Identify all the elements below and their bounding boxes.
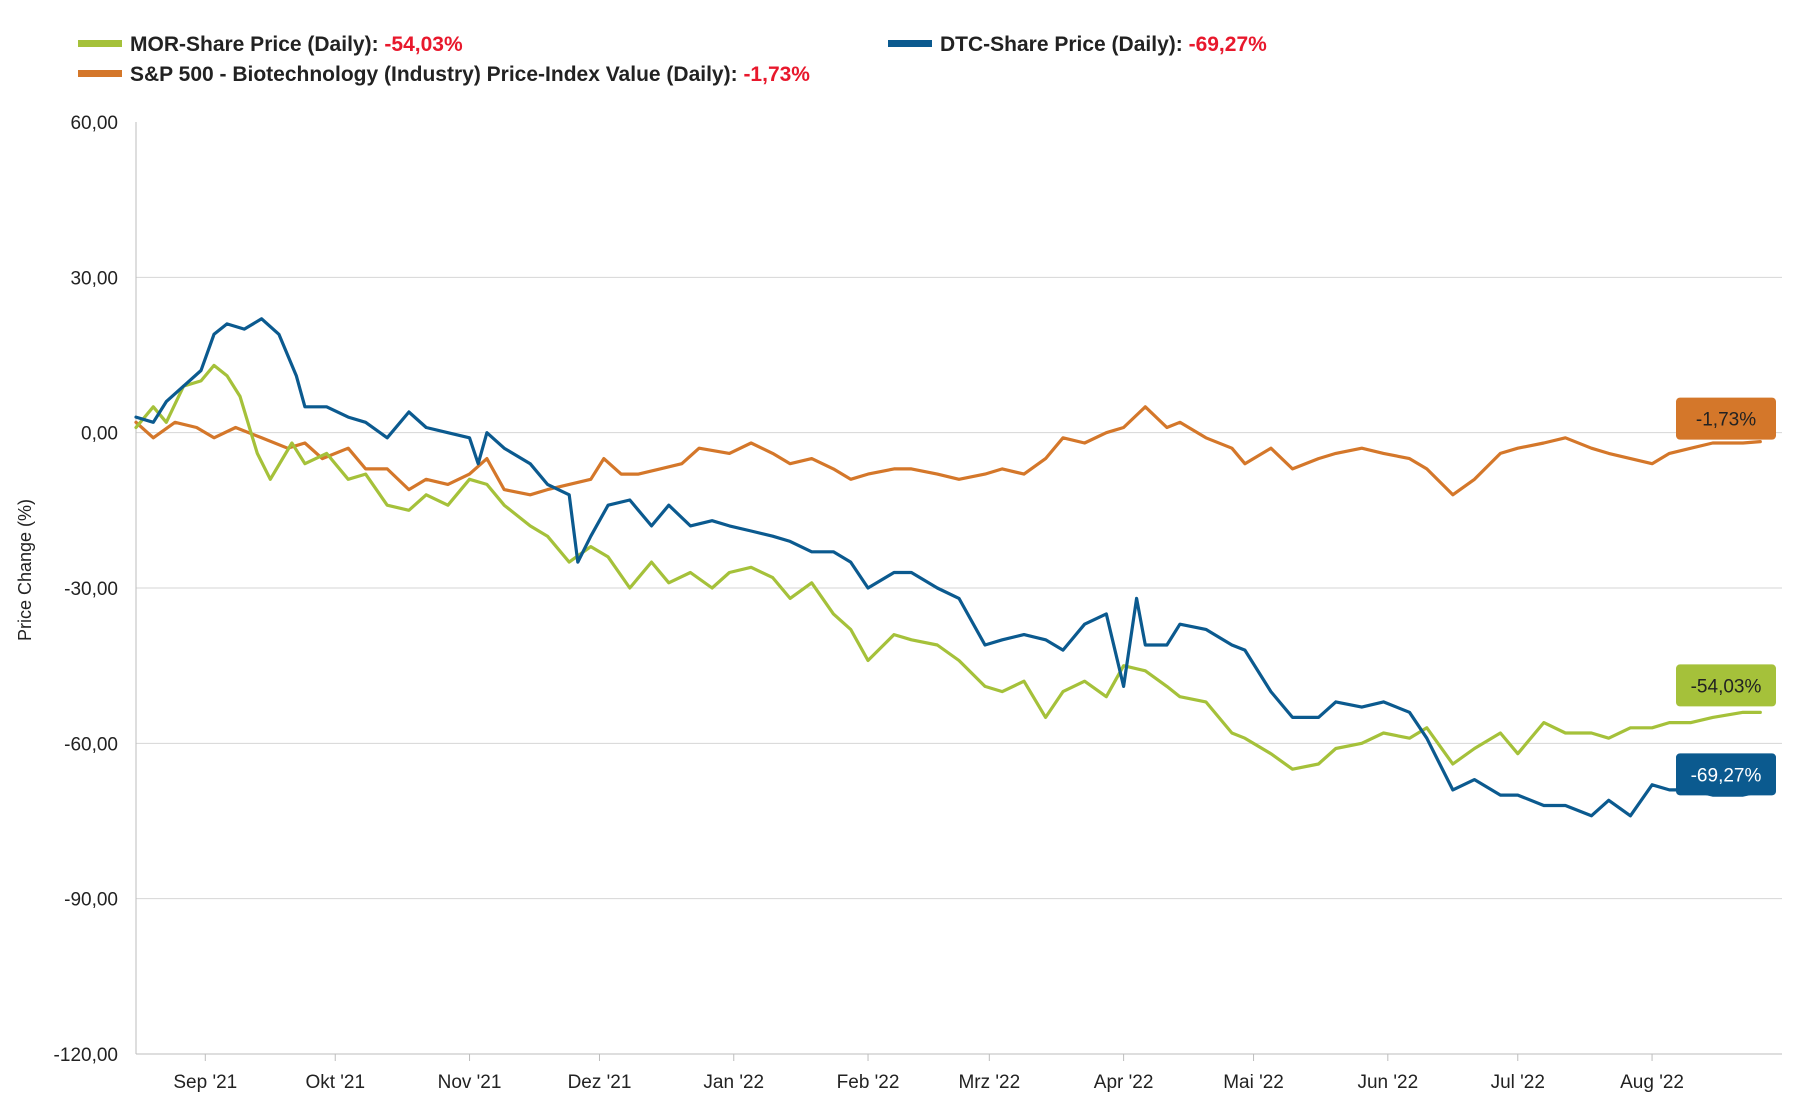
legend-swatch-mor xyxy=(78,39,122,47)
end-label-sp500: -1,73% xyxy=(1696,410,1756,431)
legend-swatch-dtc xyxy=(888,39,932,47)
series-line-dtc xyxy=(134,317,1762,818)
end-label-box-sp500 xyxy=(1676,397,1776,440)
x-tick-label: Aug '22 xyxy=(1620,1072,1684,1093)
legend-value-dtc: -69,27% xyxy=(1188,33,1267,56)
legend-value-mor: -54,03% xyxy=(384,33,463,56)
x-tick-label: Feb '22 xyxy=(837,1072,900,1093)
legend-label-dtc: DTC-Share Price (Daily): xyxy=(940,33,1183,56)
x-tick-label: Jun '22 xyxy=(1357,1072,1418,1093)
x-tick-label: Sep '21 xyxy=(173,1072,237,1093)
end-label-mor: -54,03% xyxy=(1691,676,1762,697)
x-tick-label: Jan '22 xyxy=(703,1072,764,1093)
x-tick-label: Mrz '22 xyxy=(958,1072,1020,1093)
y-tick-label: -30,00 xyxy=(64,579,118,600)
x-tick-label: Jul '22 xyxy=(1491,1072,1545,1093)
end-label-box-mor xyxy=(1676,664,1776,707)
x-tick-label: Mai '22 xyxy=(1223,1072,1284,1093)
x-tick-label: Apr '22 xyxy=(1094,1072,1154,1093)
y-axis-title: Price Change (%) xyxy=(15,499,35,641)
y-tick-label: -60,00 xyxy=(64,734,118,755)
legend-value-sp500: -1,73% xyxy=(743,63,810,86)
series-line-mor xyxy=(134,363,1762,771)
legend-item-mor: MOR-Share Price (Daily): -54,03% xyxy=(78,33,463,57)
axes: 60,00 30,00 0,00 -30,00 -60,00 -90,00 -120,00 S… xyxy=(54,113,1782,1093)
series-lines xyxy=(134,317,1762,818)
series-line-sp500 xyxy=(134,405,1762,497)
y-tick-label: -120,00 xyxy=(54,1045,118,1066)
end-label-box-dtc xyxy=(1676,753,1776,796)
y-tick-label: 0,00 xyxy=(81,424,118,445)
x-tick-label: Nov '21 xyxy=(438,1072,502,1093)
legend-label-sp500: S&P 500 - Biotechnology (Industry) Price… xyxy=(130,63,738,86)
y-tick-label: 60,00 xyxy=(70,113,118,134)
end-labels: -1,73% -54,03% -69,27% xyxy=(1676,397,1776,796)
x-tick-label: Dez '21 xyxy=(568,1072,632,1093)
legend-item-sp500: S&P 500 - Biotechnology (Industry) Price… xyxy=(78,63,810,87)
legend-label-mor: MOR-Share Price (Daily): xyxy=(130,33,379,56)
x-tick-label: Okt '21 xyxy=(305,1072,365,1093)
y-tick-label: -90,00 xyxy=(64,890,118,911)
legend-item-dtc: DTC-Share Price (Daily): -69,27% xyxy=(888,33,1267,57)
gridlines xyxy=(136,276,1782,900)
y-tick-label: 30,00 xyxy=(70,268,118,289)
end-label-dtc: -69,27% xyxy=(1691,765,1762,786)
legend-swatch-sp500 xyxy=(78,69,122,77)
